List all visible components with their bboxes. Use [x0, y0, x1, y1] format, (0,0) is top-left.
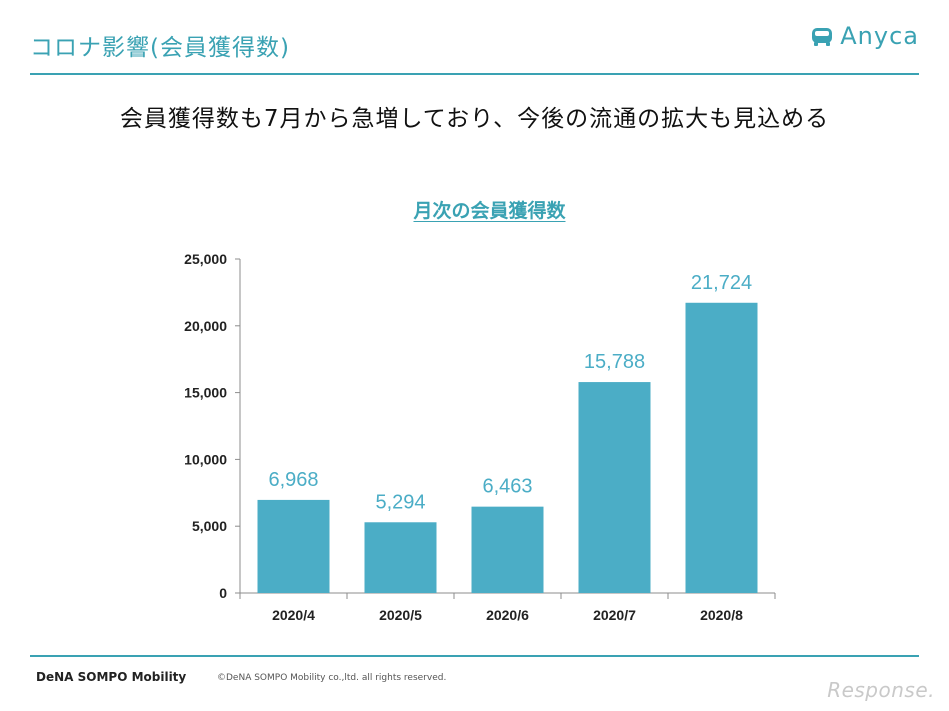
- y-tick-label: 25,000: [184, 251, 227, 267]
- bar: [364, 522, 437, 593]
- bar: [471, 506, 544, 593]
- data-label: 15,788: [584, 351, 645, 373]
- headline: 会員獲得数も7月から急増しており、今後の流通の拡大も見込める: [119, 106, 830, 132]
- y-tick-label: 10,000: [184, 451, 227, 467]
- data-label: 6,968: [268, 469, 318, 491]
- data-label: 5,294: [375, 491, 425, 513]
- car-icon: [812, 28, 833, 46]
- x-tick-label: 2020/7: [593, 607, 636, 623]
- x-tick-label: 2020/5: [379, 607, 422, 623]
- x-tick-label: 2020/6: [486, 607, 529, 623]
- footer-copyright: ©DeNA SOMPO Mobility co.,ltd. all rights…: [217, 673, 447, 683]
- x-tick-label: 2020/4: [272, 607, 315, 623]
- x-tick-label: 2020/8: [700, 607, 743, 623]
- header-divider: [30, 73, 919, 75]
- y-tick-label: 0: [219, 585, 227, 601]
- data-label: 6,463: [482, 476, 532, 498]
- chart-title: 月次の会員獲得数: [413, 200, 566, 222]
- y-tick-label: 15,000: [184, 385, 227, 401]
- footer-company: DeNA SOMPO Mobility: [36, 670, 187, 684]
- bar: [685, 302, 758, 593]
- brand-name: Anyca: [840, 22, 919, 50]
- slide-title: コロナ影響(会員獲得数): [30, 35, 290, 61]
- footer-divider: [30, 655, 919, 657]
- brand-logo: Anyca: [810, 22, 919, 50]
- bar-chart: 0 5,000 10,000 15,000 20,000 25,000 6,968 2020/…: [184, 251, 776, 623]
- watermark: Response.: [827, 678, 935, 702]
- y-tick-label: 20,000: [184, 318, 227, 334]
- bar: [578, 382, 651, 593]
- y-tick-label: 5,000: [192, 518, 227, 534]
- bar: [257, 499, 330, 593]
- data-label: 21,724: [691, 272, 752, 294]
